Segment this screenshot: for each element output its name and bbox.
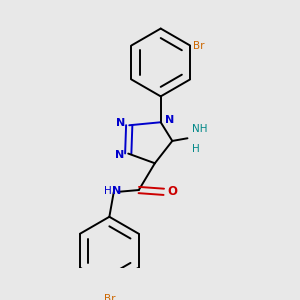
Text: Br: Br	[103, 293, 115, 300]
Text: H: H	[104, 186, 112, 196]
Text: Br: Br	[193, 40, 204, 50]
Text: H: H	[192, 144, 200, 154]
Text: O: O	[167, 185, 177, 198]
Text: N: N	[165, 116, 174, 125]
Text: N: N	[112, 186, 121, 196]
Text: NH: NH	[192, 124, 207, 134]
Text: N: N	[116, 118, 125, 128]
Text: N: N	[115, 150, 124, 161]
